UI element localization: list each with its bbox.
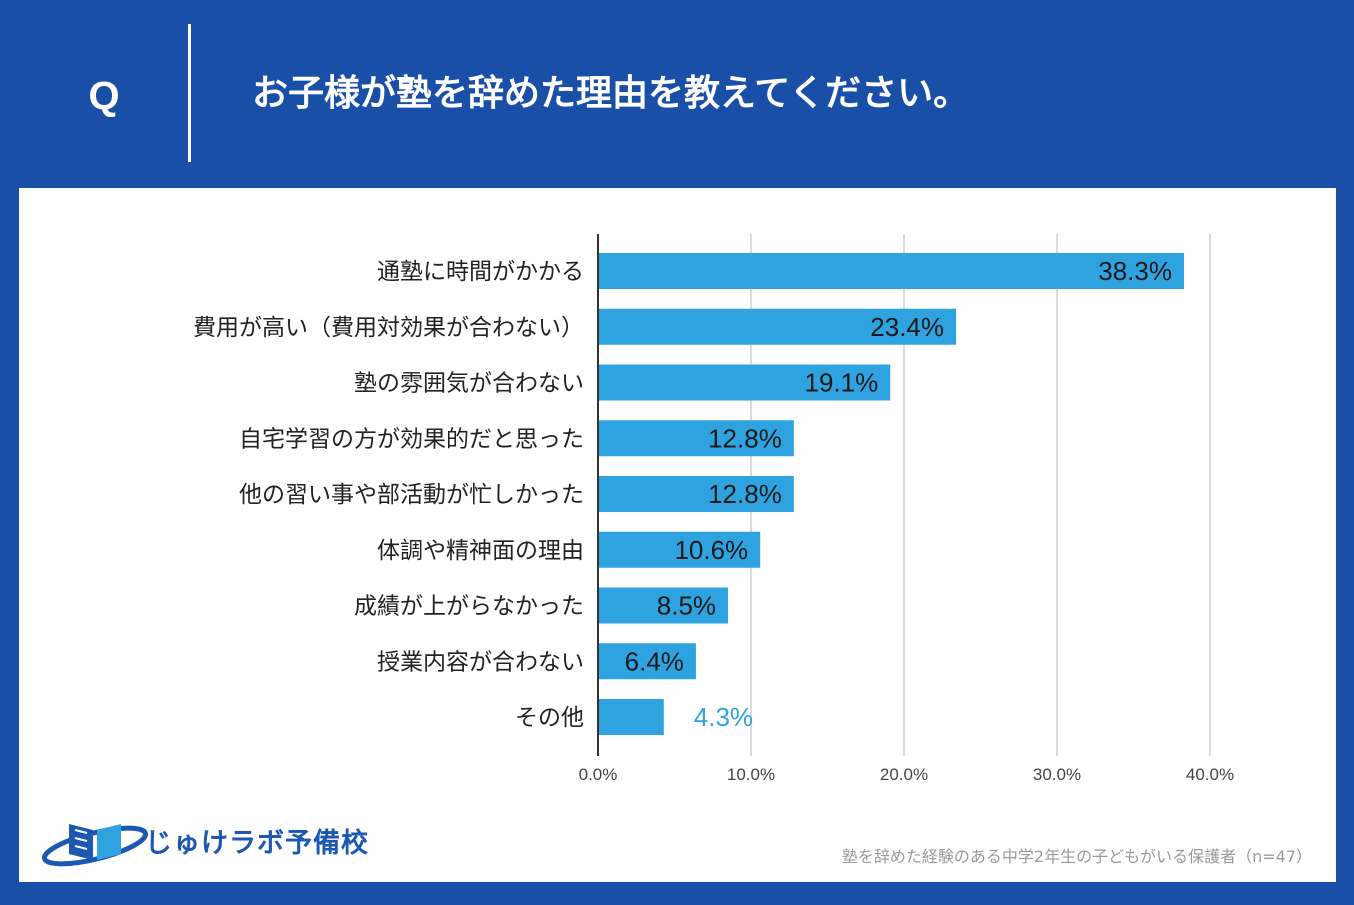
value-label: 12.8% [708,479,782,509]
bar [598,253,1184,289]
bar [598,531,761,568]
category-label: 成績が上がらなかった [354,594,584,620]
bar [598,476,794,512]
x-tick-label: 10.0% [727,765,775,784]
category-label: その他 [515,705,584,731]
category-label: 通塾に時間がかかる [377,259,584,285]
x-tick-label: 20.0% [880,765,928,784]
value-labels: 38.3% 23.4% 19.1% 12.8% 12.8% 10.6% 8.5% 6.4% 4.… [625,256,1172,732]
header-divider [188,24,191,162]
x-tick-label: 30.0% [1033,765,1081,784]
value-label: 8.5% [657,591,716,621]
category-label: 体調や精神面の理由 [377,538,584,564]
category-label: 費用が高い（費用対効果が合わない） [193,315,584,341]
logo-text: じゅけラボ予備校 [145,828,369,859]
category-label: 自宅学習の方が効果的だと思った [239,426,584,452]
value-label: 19.1% [804,368,878,398]
category-label: 授業内容が合わない [377,649,584,675]
bar [598,643,696,680]
value-label: 12.8% [708,423,782,453]
logo-book-icon [41,824,149,867]
bar [598,587,729,624]
x-tick-label: 40.0% [1186,765,1234,784]
bar [598,420,794,457]
value-label: 6.4% [625,646,684,676]
bar [598,699,664,735]
chart-panel: 通塾に時間がかかる費用が高い（費用対効果が合わない） 塾の雰囲気が合わない自宅学習… [19,188,1336,882]
question-text: お子様が塾を辞めた理由を教えてください。 [252,73,970,114]
x-tick-labels: 0.0% 10.0% 20.0% 30.0% 40.0% [579,765,1234,784]
footnote: 塾を辞めた経験のある中学2年生の子どもがいる保護者（n=47） [841,847,1312,866]
value-label: 4.3% [694,702,753,732]
bars [598,253,1184,735]
bar [598,308,957,345]
value-label: 10.6% [674,535,748,565]
category-label: 他の習い事や部活動が忙しかった [239,482,584,508]
value-label: 23.4% [870,312,944,342]
category-label: 塾の雰囲気が合わない [354,371,584,397]
bar [598,364,891,401]
question-letter: Q [88,74,120,118]
x-tick-label: 0.0% [579,765,618,784]
value-label: 38.3% [1098,256,1172,286]
